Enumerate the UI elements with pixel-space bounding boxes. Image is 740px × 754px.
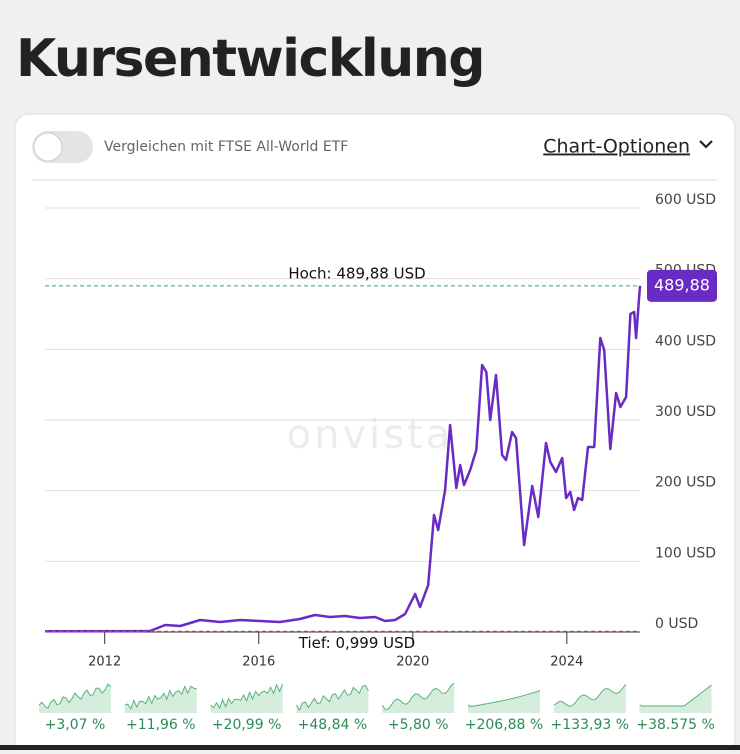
sparkline	[467, 690, 541, 708]
sparkline-area	[124, 686, 197, 713]
return-label: +48,84 %	[298, 717, 368, 733]
y-tick-label: 400 USD	[655, 333, 716, 349]
sparkline	[639, 684, 712, 707]
y-tick-label: 100 USD	[655, 545, 716, 561]
sparkline	[295, 684, 369, 712]
toggle[interactable]	[32, 131, 93, 163]
compare-label: Vergleichen mit FTSE All-World ETF	[104, 139, 348, 155]
current-badge	[647, 269, 717, 302]
sparkline	[381, 682, 455, 711]
watermark: onvista	[287, 412, 454, 458]
sparkline-area	[382, 683, 455, 713]
return-label: +3,07 %	[45, 717, 106, 733]
y-tick-label: 600 USD	[655, 192, 716, 208]
return-label: +5,80 %	[388, 717, 449, 733]
y-tick-label: 300 USD	[655, 404, 716, 420]
return-label: +38.575 %	[636, 717, 714, 733]
high-label: Hoch: 489,88 USD	[288, 264, 425, 282]
sparkline	[210, 683, 284, 710]
return-label: +20,99 %	[212, 717, 282, 733]
x-tick-label: 2016	[242, 655, 275, 670]
return-label: +206,88 %	[465, 717, 543, 733]
sparkline	[553, 683, 627, 707]
return-label: +133,93 %	[551, 717, 629, 733]
x-tick-label: 2020	[396, 655, 429, 670]
y-tick-label: 200 USD	[655, 475, 716, 491]
y-tick-label: 0 USD	[655, 616, 698, 632]
x-tick-label: 2024	[550, 655, 583, 670]
chart-options[interactable]: Chart-Optionen	[543, 136, 690, 158]
sparkline-area	[296, 685, 369, 713]
bottom-bar	[0, 745, 740, 750]
sparkline-area	[39, 683, 111, 713]
current-label: 489,88	[654, 275, 710, 294]
price-line	[44, 285, 642, 633]
x-tick-label: 2012	[88, 655, 121, 670]
page-title: Kursentwicklung	[16, 29, 484, 89]
chevron[interactable]	[699, 140, 713, 149]
toggle-knob[interactable]	[33, 132, 63, 162]
return-label: +11,96 %	[126, 717, 196, 733]
sparkline	[124, 685, 197, 711]
low-label: Tief: 0,999 USD	[298, 634, 415, 652]
card	[14, 113, 736, 754]
sparkline	[38, 683, 112, 709]
